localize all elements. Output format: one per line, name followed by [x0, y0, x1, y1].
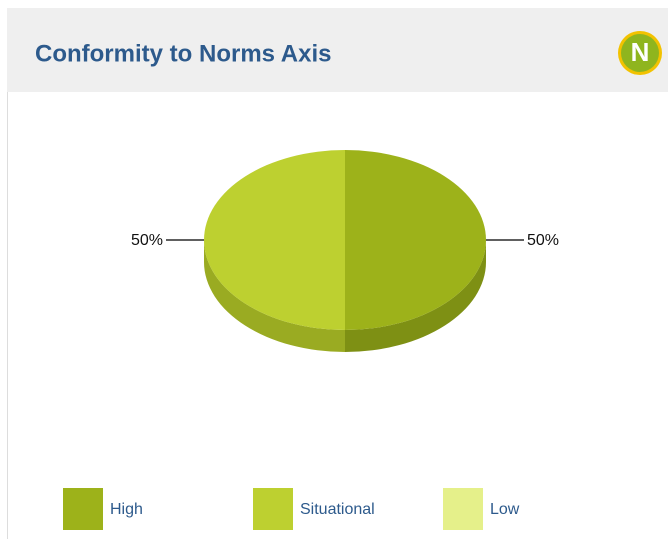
legend-label: High: [110, 501, 143, 518]
data-label: 50%: [131, 232, 163, 249]
pie-slice: [345, 150, 486, 330]
legend-swatch: [63, 488, 103, 530]
chart-title: Conformity to Norms Axis: [35, 40, 331, 67]
badge: [621, 34, 659, 72]
legend-swatch: [443, 488, 483, 530]
data-label: 50%: [527, 232, 559, 249]
legend-label: Low: [490, 501, 520, 518]
legend-swatch: [253, 488, 293, 530]
pie-side: [345, 240, 486, 352]
pie-side: [204, 240, 345, 352]
header-band: [7, 8, 668, 92]
pie-slice: [204, 150, 345, 330]
legend-label: Situational: [300, 501, 375, 518]
badge-letter: N: [631, 37, 650, 67]
